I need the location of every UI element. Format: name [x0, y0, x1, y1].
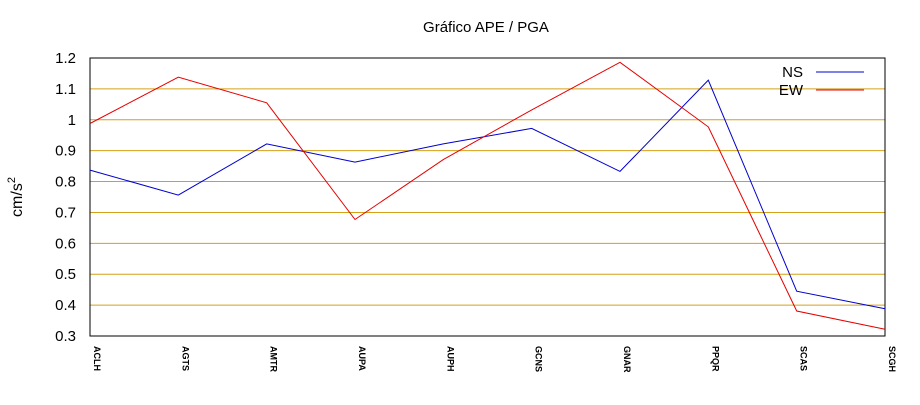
y-tick-label: 0.6 [55, 235, 76, 252]
y-tick-label: 0.3 [55, 328, 76, 345]
grid-lines [90, 88, 885, 306]
series-lines [89, 61, 886, 330]
y-tick-label: 0.7 [55, 204, 76, 221]
x-tick-label: AGTS [180, 346, 190, 371]
x-tick-label: GNAR [622, 346, 632, 373]
x-tick-label: AUPH [445, 346, 455, 372]
y-tick-label: 0.9 [55, 143, 76, 160]
x-tick-labels: ACLH AGTS AMTR AUPA AUPH GCNS GNAR PPQR SCAS SCGH [92, 346, 897, 373]
y-axis-label-text: cm/s [9, 183, 26, 217]
x-tick-label: AMTR [269, 346, 279, 372]
legend-label-ew: EW [779, 82, 804, 99]
x-tick-label: SCGH [887, 346, 897, 372]
x-tick-label: SCAS [799, 346, 809, 371]
chart-title: Gráfico APE / PGA [423, 19, 549, 36]
y-tick-label: 1.1 [55, 81, 76, 98]
y-tick-label: 1 [68, 112, 76, 129]
x-tick-label: ACLH [92, 346, 102, 371]
x-tick-label: AUPA [357, 346, 367, 371]
series-line-ns [89, 79, 886, 310]
y-tick-label: 0.4 [55, 297, 76, 314]
y-tick-label: 1.2 [55, 50, 76, 67]
y-axis-label: cm/s2 [6, 177, 26, 217]
y-tick-label: 0.5 [55, 266, 76, 283]
y-tick-labels: 0.3 0.4 0.5 0.6 0.7 0.8 0.9 1 1.1 1.2 [55, 50, 76, 345]
legend-label-ns: NS [782, 64, 803, 81]
series-line-ew [89, 61, 886, 330]
x-tick-label: GCNS [534, 346, 544, 372]
x-tick-label: PPQR [710, 346, 720, 372]
y-tick-label: 0.8 [55, 174, 76, 191]
plot-frame [89, 57, 886, 337]
y-axis-label-superscript: 2 [6, 177, 18, 183]
